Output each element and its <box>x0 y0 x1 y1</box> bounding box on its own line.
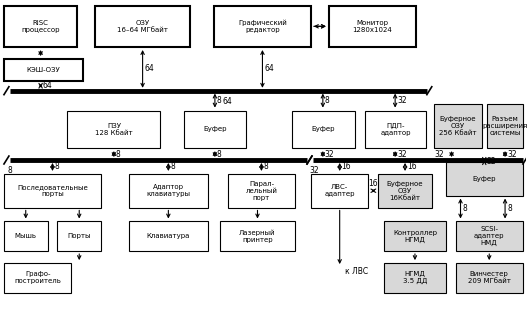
Text: 8: 8 <box>116 150 121 158</box>
Bar <box>384 221 446 251</box>
Text: 16: 16 <box>341 162 352 171</box>
Text: Буфер: Буфер <box>203 126 227 132</box>
Text: Буфер: Буфер <box>312 126 335 132</box>
Bar <box>4 174 101 208</box>
Text: Буферное
ОЗУ
256 Кбайт: Буферное ОЗУ 256 Кбайт <box>439 116 477 136</box>
Text: 32: 32 <box>486 156 496 166</box>
Bar <box>446 162 523 196</box>
Text: Контроллер
НГМД: Контроллер НГМД <box>393 230 437 243</box>
Bar <box>456 221 523 251</box>
Text: ПДП-
адаптор: ПДП- адаптор <box>380 123 411 136</box>
Bar <box>329 6 416 47</box>
Text: 32: 32 <box>397 96 407 105</box>
Bar <box>4 263 71 293</box>
Text: к ЛВС: к ЛВС <box>345 267 368 276</box>
Text: 8: 8 <box>55 162 59 171</box>
Text: 64: 64 <box>144 64 155 74</box>
Text: Последовательные
порты: Последовательные порты <box>17 184 88 197</box>
Text: Графический
редактор: Графический редактор <box>238 19 287 33</box>
Text: ПЗУ
128 Кбайт: ПЗУ 128 Кбайт <box>95 123 133 136</box>
Bar <box>214 6 311 47</box>
Text: 32: 32 <box>325 150 335 158</box>
Bar <box>365 110 426 148</box>
Bar <box>57 221 101 251</box>
Text: 8: 8 <box>263 162 268 171</box>
Text: НГМД
3.5 ДД: НГМД 3.5 ДД <box>403 271 427 284</box>
Text: 8: 8 <box>463 204 467 213</box>
Text: Лазерный
принтер: Лазерный принтер <box>239 229 276 243</box>
Text: RISC
процессор: RISC процессор <box>21 20 60 33</box>
Text: Монитор
1280x1024: Монитор 1280x1024 <box>353 20 392 33</box>
Text: Мышь: Мышь <box>15 233 37 239</box>
Bar <box>311 174 369 208</box>
Text: Порты: Порты <box>67 233 91 239</box>
Text: 32: 32 <box>397 150 407 158</box>
Text: Графо-
построитель: Графо- построитель <box>14 272 61 284</box>
Text: Буферное
ОЗУ
16Кбайт: Буферное ОЗУ 16Кбайт <box>387 181 423 201</box>
Bar <box>384 263 446 293</box>
Text: ОЗУ
16–64 МГбайт: ОЗУ 16–64 МГбайт <box>117 20 168 33</box>
Bar <box>4 59 83 81</box>
Text: 16: 16 <box>407 162 417 171</box>
Text: 32: 32 <box>309 166 319 175</box>
Bar <box>95 6 190 47</box>
Bar <box>184 110 246 148</box>
Text: Винчестер
209 МГбайт: Винчестер 209 МГбайт <box>468 272 511 284</box>
Bar <box>456 263 523 293</box>
Bar <box>434 104 482 148</box>
Text: 16: 16 <box>369 179 378 188</box>
Text: 64: 64 <box>42 81 53 90</box>
Bar <box>4 6 77 47</box>
Text: 64: 64 <box>264 64 274 74</box>
Text: Разъем
расширения
системы: Разъем расширения системы <box>483 116 528 136</box>
Bar <box>228 174 295 208</box>
Text: SCSI-
адаптер
НМД: SCSI- адаптер НМД <box>474 226 504 246</box>
Bar <box>129 174 208 208</box>
Bar <box>378 174 432 208</box>
Text: 8: 8 <box>217 150 221 158</box>
Bar <box>67 110 160 148</box>
Text: Адаптор
клавиатуры: Адаптор клавиатуры <box>147 184 190 197</box>
Text: 64: 64 <box>223 97 233 106</box>
Text: Клавиатура: Клавиатура <box>147 233 190 239</box>
Bar <box>4 221 48 251</box>
Bar <box>292 110 355 148</box>
Text: ЛВС-
адаптер: ЛВС- адаптер <box>324 184 355 197</box>
Text: 32: 32 <box>507 150 517 158</box>
Bar <box>220 221 295 251</box>
Text: 8: 8 <box>217 96 221 105</box>
Text: КЭШ-ОЗУ: КЭШ-ОЗУ <box>27 67 61 73</box>
Bar <box>487 104 523 148</box>
Text: 8: 8 <box>325 96 330 105</box>
Bar <box>129 221 208 251</box>
Text: 8: 8 <box>507 204 512 213</box>
Text: Буфер: Буфер <box>473 176 496 182</box>
Text: 8: 8 <box>8 166 13 175</box>
Text: 32: 32 <box>434 150 444 158</box>
Text: 8: 8 <box>170 162 175 171</box>
Text: Парал-
лельный
порт: Парал- лельный порт <box>245 181 277 201</box>
